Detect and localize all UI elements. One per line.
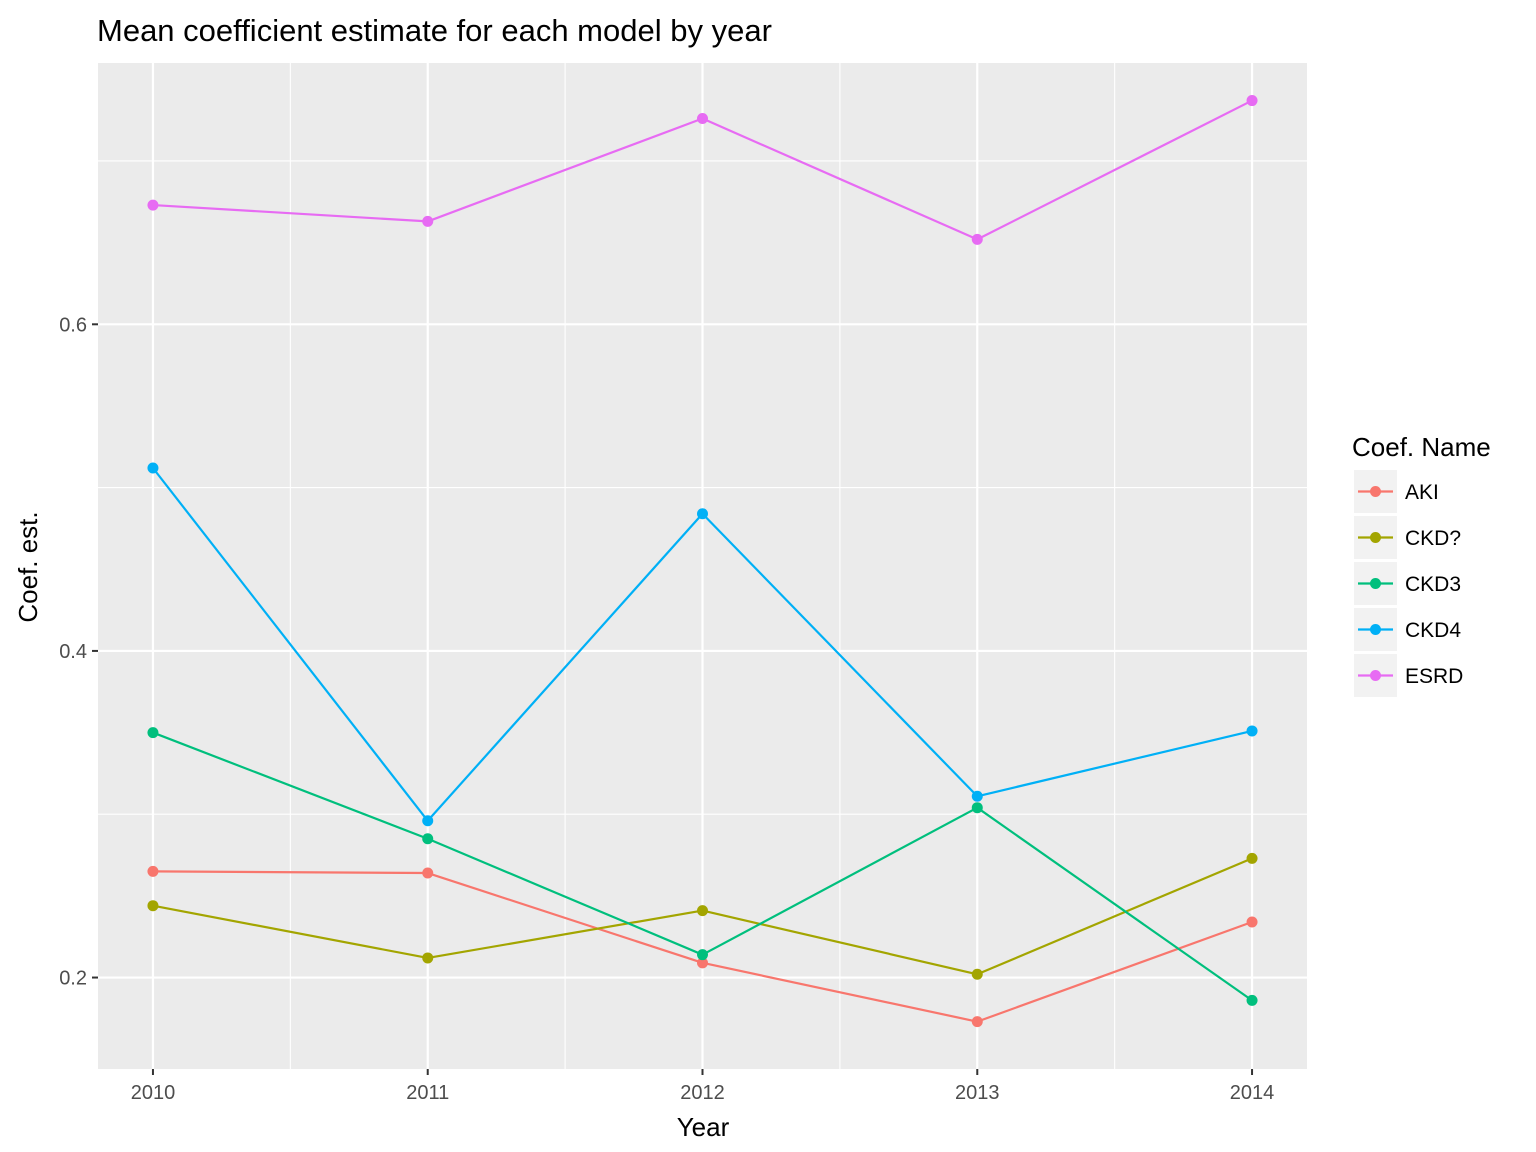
y-axis: 0.2 0.4 0.6 bbox=[59, 314, 98, 990]
y-tick-label: 0.4 bbox=[59, 641, 87, 663]
data-point-ckd bbox=[422, 952, 434, 964]
legend-label: CKD3 bbox=[1405, 573, 1461, 596]
y-tick-label: 0.2 bbox=[59, 968, 87, 990]
legend-label: AKI bbox=[1405, 481, 1439, 504]
x-tick-label: 2010 bbox=[131, 1082, 176, 1104]
chart-title: Mean coefficient estimate for each model… bbox=[97, 13, 772, 48]
legend: Coef. Name AKI CKD? CKD3 CKD4 ESRD bbox=[1352, 432, 1491, 697]
data-point-ckd bbox=[1246, 852, 1258, 864]
data-point-ckd3 bbox=[697, 949, 708, 961]
legend-label: CKD4 bbox=[1405, 619, 1461, 642]
legend-label: ESRD bbox=[1405, 665, 1463, 688]
data-point-ckd4 bbox=[1246, 725, 1258, 737]
data-point-ckd3 bbox=[1246, 994, 1258, 1006]
legend-key-point bbox=[1370, 532, 1381, 543]
legend-item-ckd3: CKD3 bbox=[1354, 562, 1461, 605]
x-tick-label: 2012 bbox=[680, 1082, 725, 1104]
data-point-ckd4 bbox=[422, 815, 434, 827]
data-point-esrd bbox=[971, 233, 983, 245]
legend-key-point bbox=[1370, 670, 1381, 681]
data-point-aki bbox=[147, 865, 159, 877]
data-point-ckd3 bbox=[147, 727, 159, 739]
data-point-ckd bbox=[147, 900, 159, 912]
legend-item-ckd4: CKD4 bbox=[1354, 608, 1461, 651]
data-point-esrd bbox=[1246, 95, 1258, 107]
x-tick-label: 2014 bbox=[1230, 1082, 1275, 1104]
x-axis-title: Year bbox=[677, 1112, 730, 1142]
data-point-aki bbox=[422, 867, 434, 879]
x-tick-label: 2013 bbox=[955, 1082, 1000, 1104]
series-esrd bbox=[147, 95, 1258, 245]
data-point-ckd3 bbox=[971, 802, 983, 814]
data-point-ckd bbox=[971, 968, 983, 980]
data-point-aki bbox=[1246, 916, 1258, 928]
data-point-esrd bbox=[697, 113, 708, 125]
series-ckd bbox=[147, 852, 1258, 980]
series-ckd3 bbox=[147, 727, 1258, 1006]
legend-key-point bbox=[1370, 624, 1381, 635]
legend-item-aki: AKI bbox=[1354, 470, 1439, 513]
data-point-ckd3 bbox=[422, 833, 434, 845]
legend-item-ckd: CKD? bbox=[1354, 516, 1461, 559]
x-axis: 2010 2011 2012 2013 2014 bbox=[131, 1069, 1275, 1104]
data-point-aki bbox=[971, 1016, 983, 1028]
data-point-ckd4 bbox=[697, 508, 708, 520]
series-ckd4 bbox=[147, 462, 1258, 827]
data-point-esrd bbox=[147, 199, 159, 211]
y-tick-label: 0.6 bbox=[59, 314, 87, 336]
data-point-aki bbox=[697, 957, 708, 969]
series-aki bbox=[147, 865, 1258, 1028]
legend-key-point bbox=[1370, 486, 1381, 497]
series-layer bbox=[147, 95, 1258, 1028]
x-tick-label: 2011 bbox=[406, 1082, 449, 1104]
legend-items: AKI CKD? CKD3 CKD4 ESRD bbox=[1354, 470, 1463, 697]
legend-key-point bbox=[1370, 578, 1381, 589]
legend-item-esrd: ESRD bbox=[1354, 654, 1463, 697]
legend-title: Coef. Name bbox=[1352, 432, 1491, 462]
legend-label: CKD? bbox=[1405, 527, 1461, 550]
data-point-ckd4 bbox=[971, 790, 983, 802]
data-point-ckd bbox=[697, 905, 708, 917]
data-point-esrd bbox=[422, 215, 434, 227]
y-axis-title: Coef. est. bbox=[13, 511, 43, 622]
data-point-ckd4 bbox=[147, 462, 159, 474]
